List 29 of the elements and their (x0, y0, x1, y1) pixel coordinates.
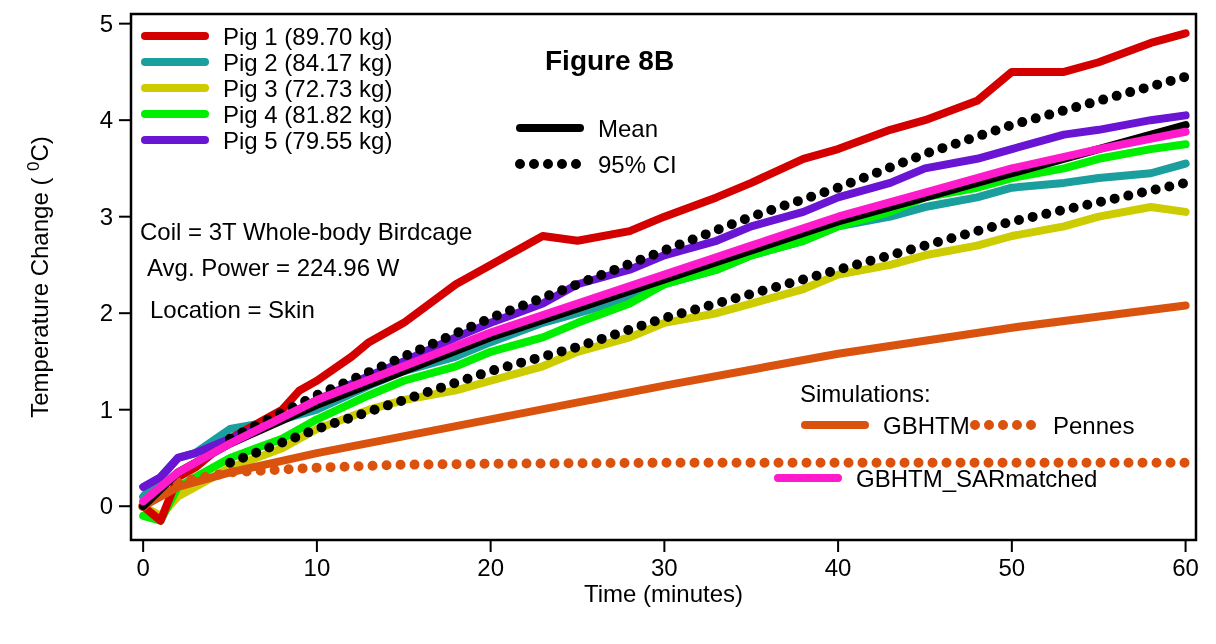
legend-label: Pennes (1053, 412, 1135, 439)
y-tick-label: 2 (99, 299, 113, 327)
x-tick-label: 20 (477, 554, 504, 581)
legend-label: GBHTM_SARmatched (856, 465, 1098, 492)
y-tick-label: 5 (99, 9, 113, 37)
x-axis-title: Time (minutes) (583, 580, 744, 607)
y-tick-label: 0 (99, 492, 113, 520)
legend-label: Pig 4 (81.82 kg) (223, 101, 393, 128)
annotation: Location = Skin (150, 296, 315, 323)
x-tick-label: 60 (1172, 554, 1199, 581)
annotation: Avg. Power = 224.96 W (147, 254, 400, 281)
legend-label: Mean (598, 115, 659, 142)
y-tick-label: 4 (99, 106, 113, 134)
text: Figure 8B (545, 45, 675, 76)
x-tick-label: 50 (998, 554, 1026, 581)
y-tick-label: 1 (99, 395, 113, 423)
annotation: Simulations: (800, 380, 931, 407)
x-tick-label: 40 (824, 554, 852, 581)
y-tick-label: 3 (99, 202, 113, 230)
legend-label: Pig 1 (89.70 kg) (223, 23, 393, 50)
legend-label: 95% CI (598, 151, 677, 178)
x-tick-label: 30 (651, 554, 678, 581)
legend-label: Pig 3 (72.73 kg) (223, 75, 393, 102)
legend-label: GBHTM (883, 412, 970, 439)
x-tick-label: 10 (303, 554, 331, 581)
legend-label: Pig 5 (79.55 kg) (223, 127, 393, 154)
annotation: Coil = 3T Whole-body Birdcage (140, 218, 473, 245)
legend-label: Pig 2 (84.17 kg) (223, 49, 393, 76)
x-tick-label: 0 (136, 554, 150, 581)
